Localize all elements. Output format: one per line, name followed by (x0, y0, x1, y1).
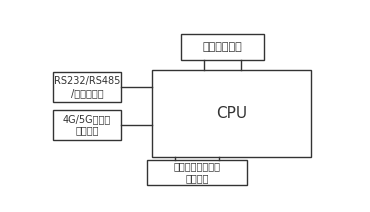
Bar (152, 70, 312, 157)
Bar (147, 160, 247, 185)
Text: 无线传输部分: 无线传输部分 (203, 42, 242, 52)
Text: 电源模块（电控模
可充电）: 电源模块（电控模 可充电） (173, 162, 220, 183)
Text: RS232/RS485
/以太网接口: RS232/RS485 /以太网接口 (54, 76, 120, 98)
Bar (53, 72, 121, 102)
Text: CPU: CPU (216, 106, 248, 121)
Bar (181, 34, 264, 60)
Text: 4G/5G（可选
装模块）: 4G/5G（可选 装模块） (63, 114, 111, 135)
Bar (53, 110, 121, 140)
